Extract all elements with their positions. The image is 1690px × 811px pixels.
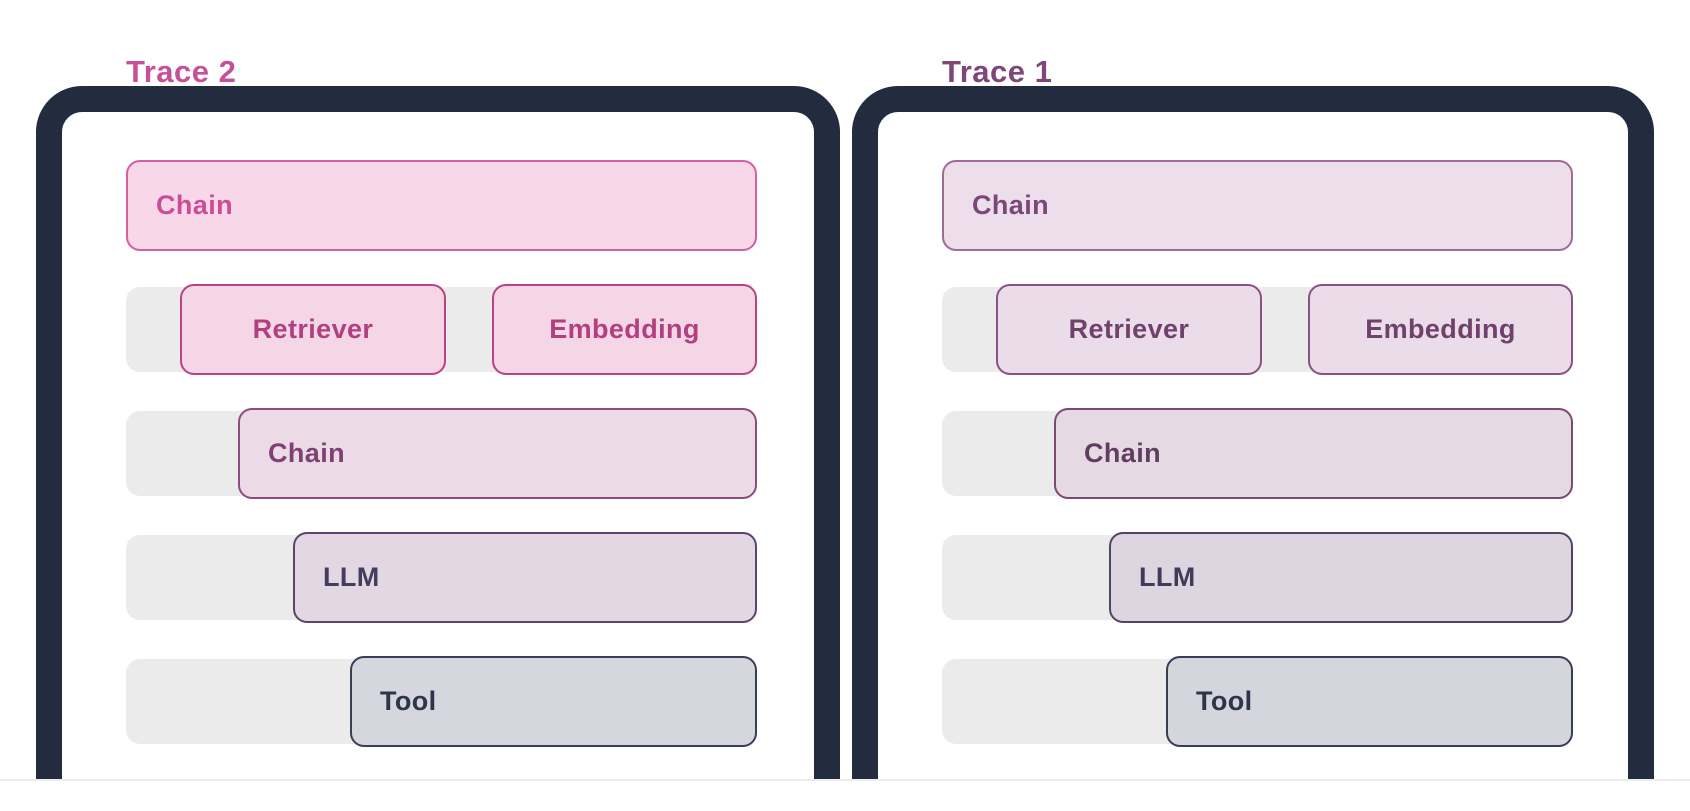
trace-1-rows: Chain Retriever Embedding Chain LLM Tool xyxy=(942,160,1573,783)
span-llm-box: LLM xyxy=(293,532,757,623)
trace-panel-1-frame: Trace 1 Chain Retriever Embedding Chain LLM T… xyxy=(852,54,1654,779)
span-chain-box: Chain xyxy=(942,160,1573,251)
trace-row: Tool xyxy=(126,656,757,747)
trace-row: Tool xyxy=(942,656,1573,747)
span-retriever-box: Retriever xyxy=(180,284,446,375)
span-chain-box: Chain xyxy=(1054,408,1573,499)
trace-row: LLM xyxy=(942,532,1573,623)
span-chain-box: Chain xyxy=(126,160,757,251)
trace-row: LLM xyxy=(126,532,757,623)
span-embedding-box: Embedding xyxy=(1308,284,1573,375)
span-chain-box: Chain xyxy=(238,408,757,499)
span-tool-box: Tool xyxy=(350,656,757,747)
bottom-crop-line xyxy=(0,779,1690,781)
trace-2-rows: Chain Retriever Embedding Chain LLM Tool xyxy=(126,160,757,783)
trace-2-title: Trace 2 xyxy=(126,54,237,89)
trace-row: Chain xyxy=(126,160,757,251)
trace-row: Chain xyxy=(942,408,1573,499)
trace-row: Chain xyxy=(942,160,1573,251)
span-retriever-box: Retriever xyxy=(996,284,1262,375)
trace-panel-2-frame: Trace 2 Chain Retriever Embedding Chain LLM T… xyxy=(36,54,840,779)
span-embedding-box: Embedding xyxy=(492,284,757,375)
trace-1-title: Trace 1 xyxy=(942,54,1053,89)
trace-row: Retriever Embedding xyxy=(942,284,1573,375)
trace-row: Chain xyxy=(126,408,757,499)
trace-row: Retriever Embedding xyxy=(126,284,757,375)
span-tool-box: Tool xyxy=(1166,656,1573,747)
span-llm-box: LLM xyxy=(1109,532,1573,623)
